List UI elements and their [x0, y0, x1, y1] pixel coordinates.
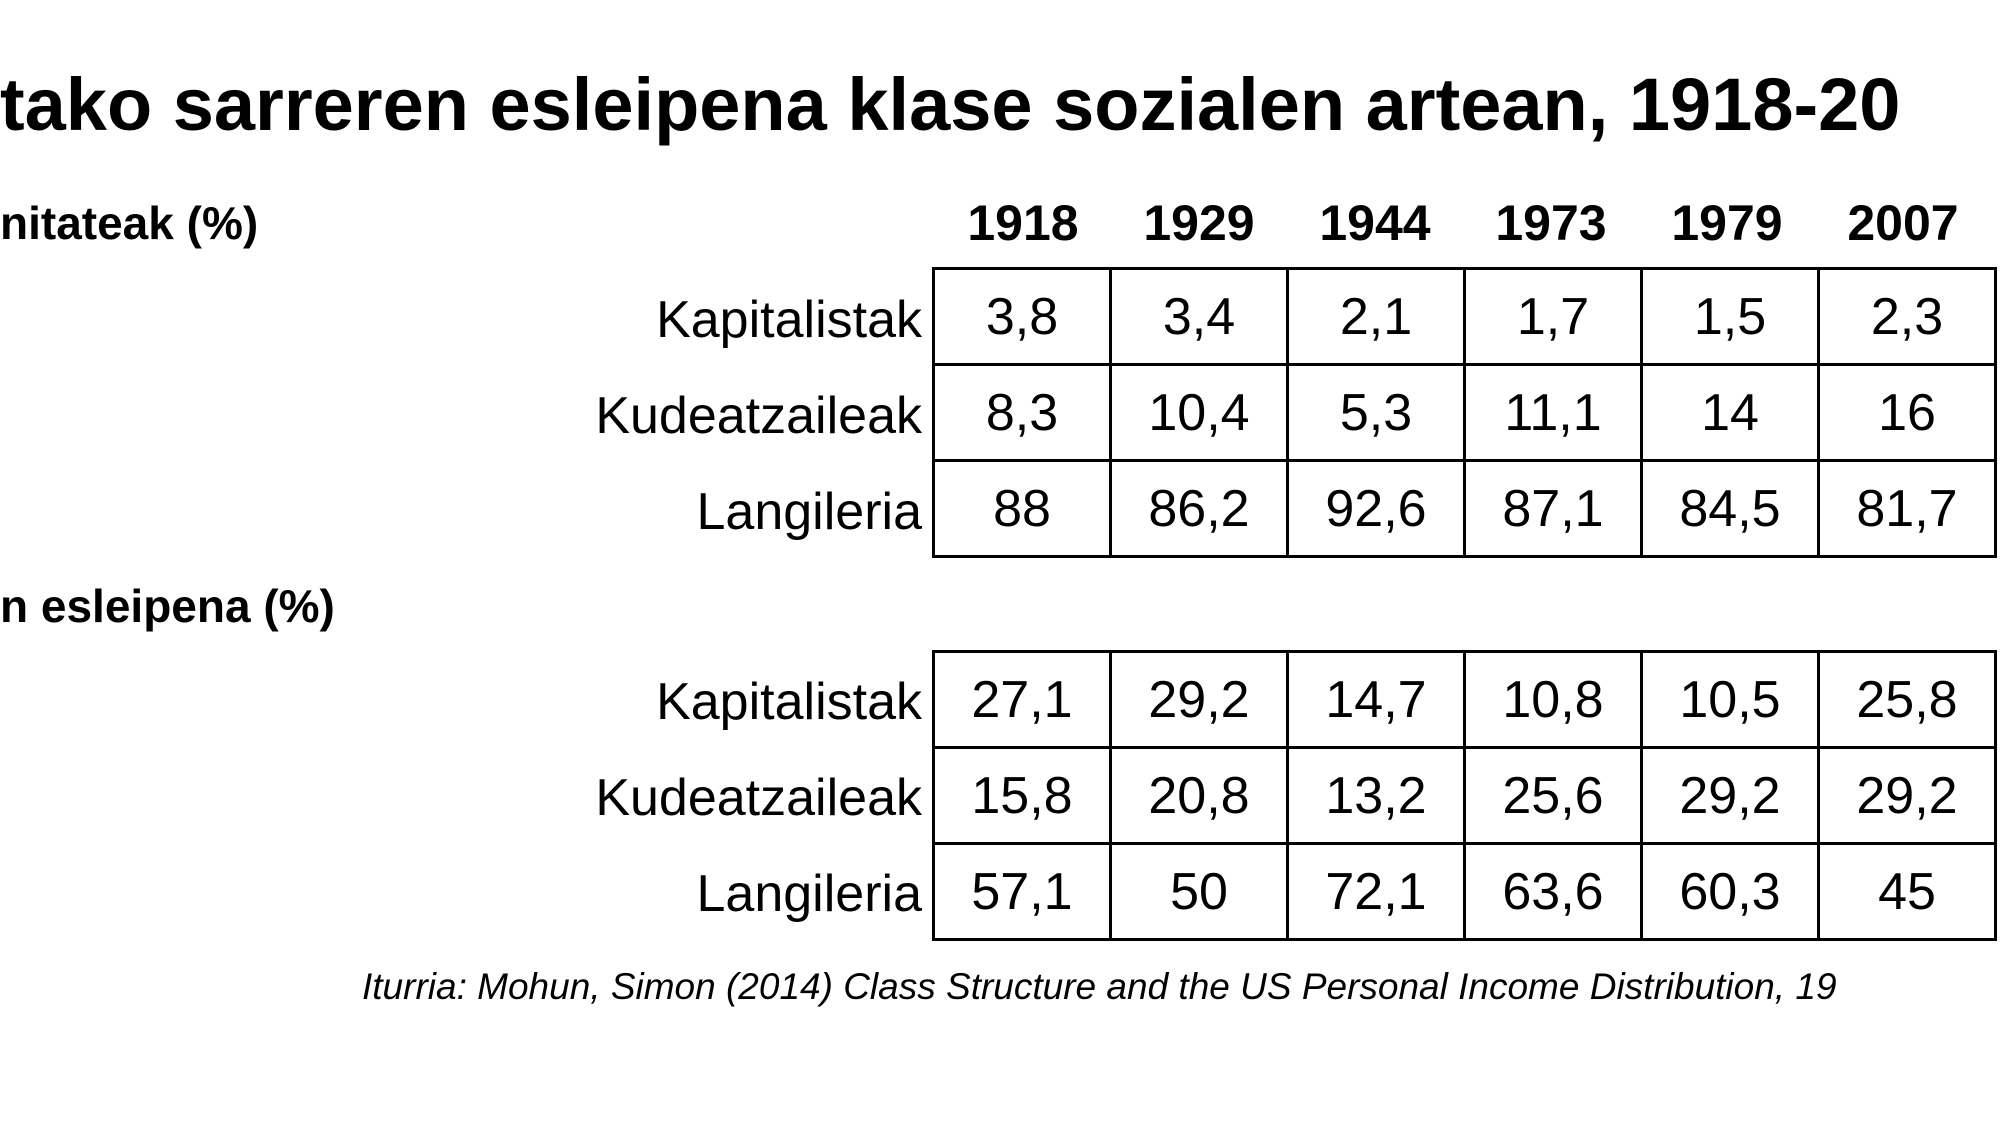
table-cell: 57,1 [932, 842, 1112, 941]
table-cell: 27,1 [932, 650, 1112, 749]
table-cell: 1,7 [1463, 267, 1643, 366]
table-cell: 72,1 [1286, 842, 1466, 941]
table-cell: 50 [1109, 842, 1289, 941]
table-cell: 45 [1817, 842, 1997, 941]
row-label-capitalists: Kapitalistak [656, 291, 922, 349]
table-cell: 63,6 [1463, 842, 1643, 941]
page-title: tako sarreren esleipena klase sozialen a… [0, 63, 1901, 146]
table-row: 27,1 29,2 14,7 10,8 10,5 25,8 [932, 650, 1997, 749]
table-cell: 86,2 [1109, 459, 1289, 558]
year-header: 1918 [967, 195, 1079, 251]
income-allocation-table: 27,1 29,2 14,7 10,8 10,5 25,8 15,8 20,8 … [932, 650, 1997, 941]
table-cell: 92,6 [1286, 459, 1466, 558]
table-cell: 3,4 [1109, 267, 1289, 366]
table-cell: 13,2 [1286, 746, 1466, 845]
row-label-capitalists: Kapitalistak [656, 673, 922, 731]
row-label-workers: Langileria [696, 483, 923, 541]
table-cell: 14 [1640, 363, 1820, 462]
table-cell: 2,1 [1286, 267, 1466, 366]
table-cell: 81,7 [1817, 459, 1997, 558]
table-row: 15,8 20,8 13,2 25,6 29,2 29,2 [932, 746, 1997, 845]
table-cell: 84,5 [1640, 459, 1820, 558]
table-cell: 88 [932, 459, 1112, 558]
table-cell: 29,2 [1640, 746, 1820, 845]
year-header: 1973 [1495, 195, 1607, 251]
table-cell: 14,7 [1286, 650, 1466, 749]
table-cell: 10,5 [1640, 650, 1820, 749]
households-table: 3,8 3,4 2,1 1,7 1,5 2,3 8,3 10,4 5,3 11,… [932, 267, 1997, 558]
table-cell: 20,8 [1109, 746, 1289, 845]
table-cell: 25,6 [1463, 746, 1643, 845]
row-label-managers: Kudeatzaileak [595, 769, 922, 827]
table-cell: 1,5 [1640, 267, 1820, 366]
table-cell: 87,1 [1463, 459, 1643, 558]
row-label-workers: Langileria [696, 865, 923, 923]
year-header: 1979 [1671, 195, 1783, 251]
section-heading-income-allocation: n esleipena (%) [0, 580, 335, 632]
year-header: 1929 [1143, 195, 1255, 251]
table-cell: 10,8 [1463, 650, 1643, 749]
table-cell: 8,3 [932, 363, 1112, 462]
table-cell: 10,4 [1109, 363, 1289, 462]
table-cell: 29,2 [1817, 746, 1997, 845]
table-cell: 29,2 [1109, 650, 1289, 749]
row-label-managers: Kudeatzaileak [595, 387, 922, 445]
table-cell: 25,8 [1817, 650, 1997, 749]
table-cell: 2,3 [1817, 267, 1997, 366]
year-header: 2007 [1847, 195, 1959, 251]
table-row: 57,1 50 72,1 63,6 60,3 45 [932, 842, 1997, 941]
table-row: 8,3 10,4 5,3 11,1 14 16 [932, 363, 1997, 462]
table-row: 3,8 3,4 2,1 1,7 1,5 2,3 [932, 267, 1997, 366]
table-cell: 11,1 [1463, 363, 1643, 462]
table-cell: 5,3 [1286, 363, 1466, 462]
source-citation: Iturria: Mohun, Simon (2014) Class Struc… [362, 966, 1837, 1007]
table-cell: 15,8 [932, 746, 1112, 845]
table-cell: 3,8 [932, 267, 1112, 366]
section-heading-households: nitateak (%) [0, 197, 259, 249]
year-header: 1944 [1319, 195, 1431, 251]
table-cell: 16 [1817, 363, 1997, 462]
table-row: 88 86,2 92,6 87,1 84,5 81,7 [932, 459, 1997, 558]
table-cell: 60,3 [1640, 842, 1820, 941]
